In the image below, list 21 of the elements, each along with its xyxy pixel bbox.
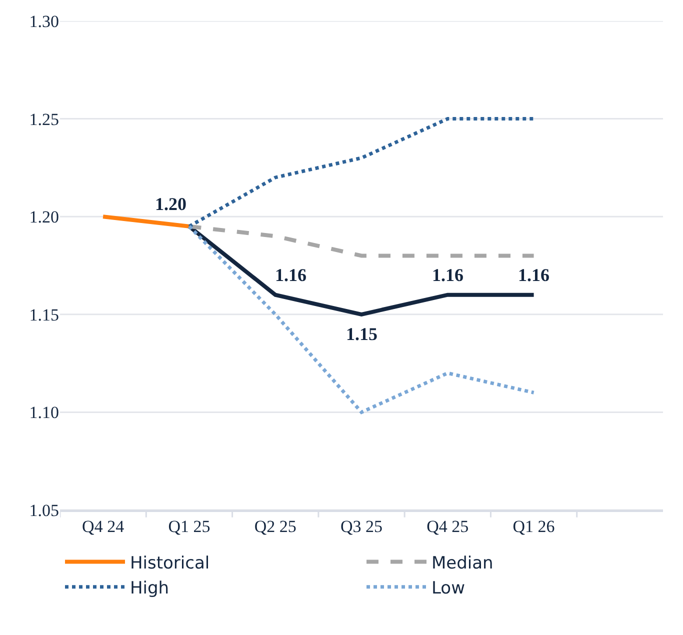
- data-label: 1.20: [155, 194, 186, 214]
- text: 1.25: [29, 110, 59, 129]
- data-label: 1.16: [518, 265, 550, 285]
- x-tick-label: Q2 25: [254, 517, 296, 536]
- text: 1.10: [29, 403, 59, 422]
- text: 1.30: [29, 12, 59, 31]
- legend-label: High: [130, 578, 170, 599]
- legend-label: Low: [432, 578, 466, 599]
- text: 1.05: [29, 500, 59, 520]
- text: 1.15: [29, 305, 59, 324]
- x-tick-label: Q3 25: [340, 517, 383, 536]
- data-label: 1.16: [275, 265, 306, 285]
- data-label: 1.16: [432, 265, 464, 285]
- data-label: 1.15: [346, 324, 378, 344]
- x-tick-label: Q4 24: [82, 517, 125, 536]
- x-tick-label: Q1 25: [168, 517, 210, 536]
- legend-label: Median: [432, 553, 494, 574]
- x-tick-label: Q1 26: [512, 517, 555, 536]
- x-tick-label: Q4 25: [426, 517, 469, 536]
- legend-label: Historical: [130, 553, 210, 574]
- text: 1.20: [29, 208, 59, 227]
